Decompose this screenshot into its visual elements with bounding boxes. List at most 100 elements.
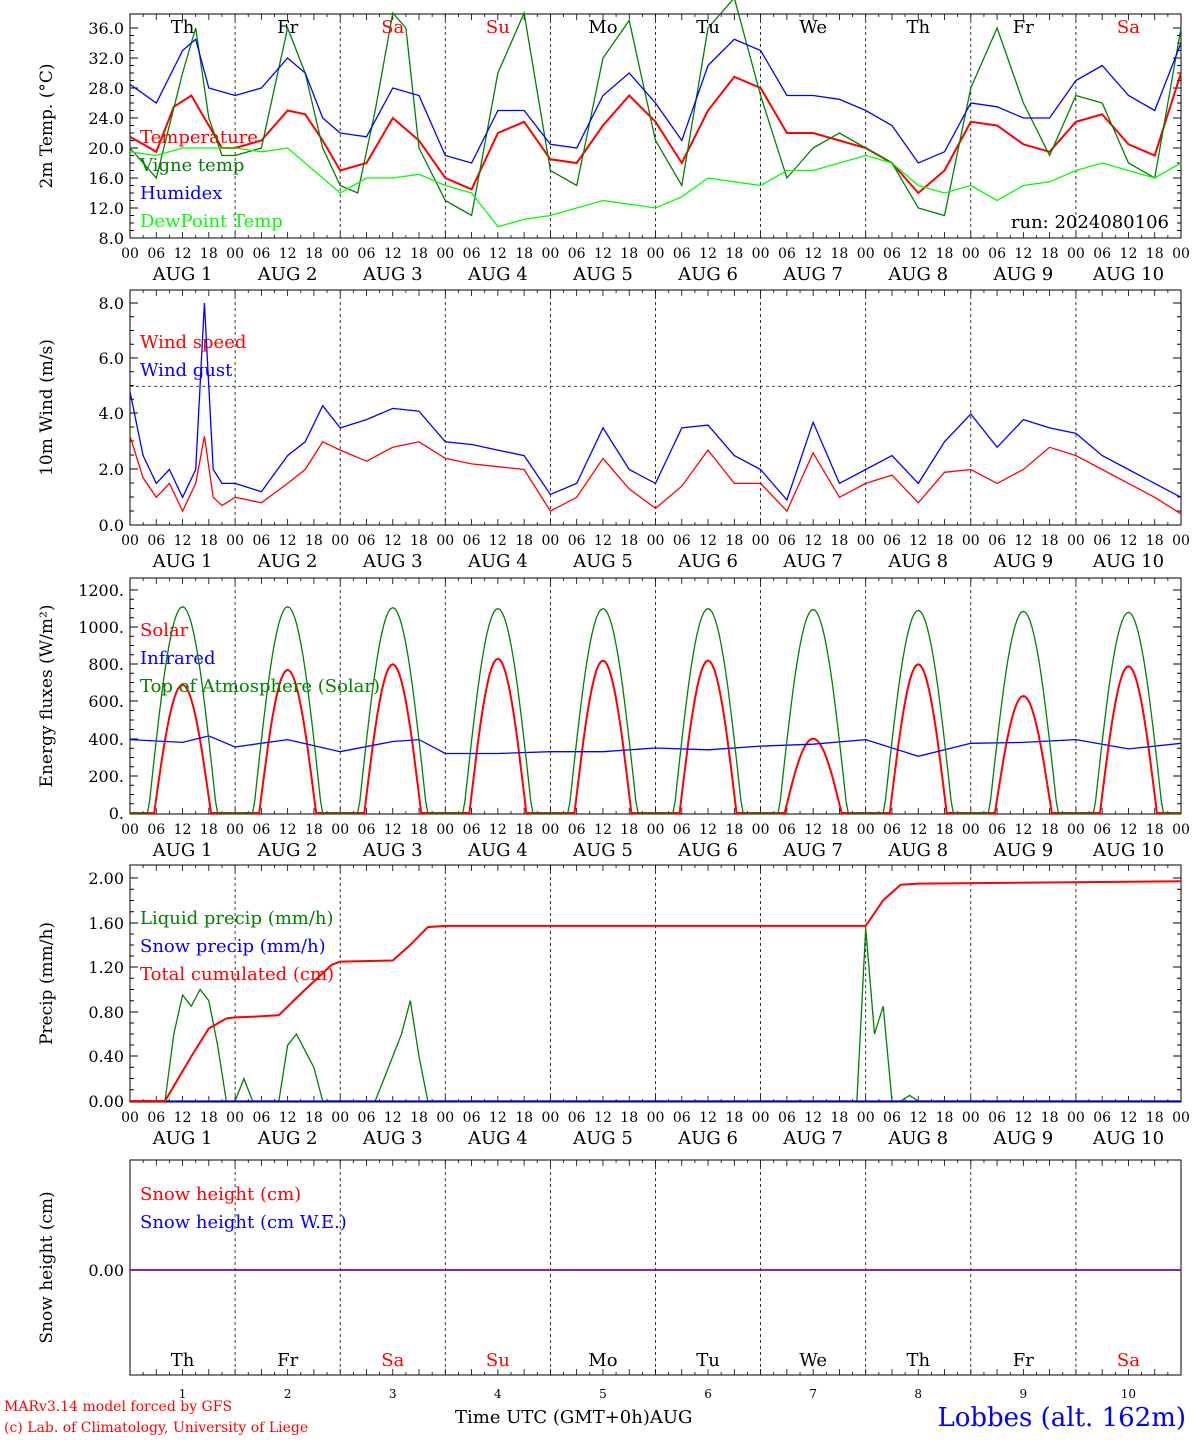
date-label: AUG 4 (467, 840, 528, 861)
hour-label: 06 (988, 533, 1006, 549)
date-label: AUG 4 (467, 264, 528, 285)
y-tick-label: 24.0 (88, 109, 124, 128)
hour-label: 00 (331, 1110, 349, 1126)
hour-label: 00 (226, 533, 244, 549)
hour-label: 18 (200, 822, 218, 838)
y-axis-title: 2m Temp. (°C) (37, 63, 57, 188)
hour-label: 18 (515, 246, 533, 262)
hour-label: 06 (988, 822, 1006, 838)
series-line-1 (129, 302, 1182, 502)
y-axis-title: Energy fluxes (W/m²) (37, 605, 57, 788)
day-name: Tu (696, 1350, 720, 1371)
hour-label: 00 (121, 1110, 139, 1126)
y-tick-label: 400. (88, 730, 124, 749)
y-tick-label: 1200. (78, 581, 124, 600)
y-axis-title: 10m Wind (m/s) (37, 339, 57, 476)
date-label: AUG 2 (257, 551, 318, 572)
hour-label: 00 (331, 822, 349, 838)
hour-label: 00 (1067, 822, 1085, 838)
hour-label: 06 (147, 822, 165, 838)
date-label: AUG 9 (992, 551, 1053, 572)
hour-label: 12 (594, 1110, 612, 1126)
day-name: Sa (381, 1350, 404, 1371)
hour-label: 06 (673, 822, 691, 838)
hour-label: 00 (962, 822, 980, 838)
day-name: Mo (588, 17, 617, 38)
y-tick-label: 32.0 (88, 49, 124, 68)
day-name: Mo (588, 1350, 617, 1371)
hour-label: 00 (1172, 1110, 1190, 1126)
date-label: AUG 9 (992, 1128, 1053, 1149)
hour-label: 06 (358, 822, 376, 838)
date-label: AUG 10 (1092, 1128, 1164, 1149)
hour-label: 12 (384, 1110, 402, 1126)
hour-label: 06 (778, 246, 796, 262)
hour-label: 18 (831, 822, 849, 838)
hour-label: 12 (489, 1110, 507, 1126)
hour-label: 18 (410, 533, 428, 549)
hour-label: 18 (936, 533, 954, 549)
panel-4: 2.00 1.60 1.20 0.80 0.40 0.00 Precip (mm/h) 00 0… (37, 864, 1190, 1149)
hour-label: 00 (541, 533, 559, 549)
date-label: AUG 8 (887, 840, 948, 861)
hour-label: 12 (804, 533, 822, 549)
y-tick-label: 0.80 (88, 1003, 124, 1022)
day-number: 4 (494, 1387, 502, 1401)
y-tick-label: 0. (109, 804, 124, 823)
hour-label: 06 (778, 533, 796, 549)
hour-label: 18 (936, 822, 954, 838)
hour-label: 12 (699, 822, 717, 838)
hour-label: 00 (752, 533, 770, 549)
date-label: AUG 10 (1092, 551, 1164, 572)
hour-label: 18 (831, 1110, 849, 1126)
hour-label: 06 (252, 246, 270, 262)
day-name: Sa (1117, 1350, 1140, 1371)
day-name: Fr (1013, 17, 1034, 38)
day-number: 5 (599, 1387, 607, 1401)
y-tick-label: 2.00 (88, 869, 124, 888)
hour-label: 12 (174, 1110, 192, 1126)
date-label: AUG 5 (572, 551, 633, 572)
date-label: AUG 7 (782, 264, 843, 285)
hour-label: 06 (252, 822, 270, 838)
hour-label: 18 (305, 533, 323, 549)
run-annotation: run: 2024080106 (1011, 212, 1169, 233)
date-label: AUG 2 (257, 264, 318, 285)
y-tick-label: 0.40 (88, 1047, 124, 1066)
date-label: AUG 3 (362, 840, 423, 861)
hour-label: 18 (725, 822, 743, 838)
hour-label: 12 (174, 822, 192, 838)
hour-label: 00 (121, 246, 139, 262)
series-line-3 (129, 147, 1182, 228)
hour-label: 12 (174, 246, 192, 262)
legend-entry: Snow height (cm) (140, 1184, 301, 1205)
y-tick-label: 28.0 (88, 79, 124, 98)
legend-entry: Snow precip (mm/h) (140, 936, 326, 957)
day-number: 10 (1121, 1387, 1136, 1401)
hour-label: 00 (436, 1110, 454, 1126)
legend-entry: Solar (140, 620, 189, 641)
legend-entry: Total cumulated (cm) (140, 964, 334, 985)
hour-label: 18 (200, 533, 218, 549)
day-number: 1 (179, 1387, 187, 1401)
hour-label: 12 (279, 1110, 297, 1126)
hour-label: 12 (1120, 533, 1138, 549)
day-number: 9 (1020, 1387, 1028, 1401)
hour-label: 18 (410, 822, 428, 838)
copyright-credit: (c) Lab. of Climatology, University of L… (4, 1420, 309, 1436)
date-label: AUG 5 (572, 264, 633, 285)
hour-label: 06 (463, 246, 481, 262)
hour-label: 00 (436, 822, 454, 838)
hour-label: 18 (1041, 533, 1059, 549)
hour-label: 00 (857, 1110, 875, 1126)
hour-label: 18 (305, 822, 323, 838)
hour-label: 12 (594, 533, 612, 549)
hour-label: 00 (1172, 822, 1190, 838)
hour-label: 18 (725, 1110, 743, 1126)
hour-label: 18 (936, 1110, 954, 1126)
hour-label: 06 (358, 533, 376, 549)
hour-label: 00 (752, 246, 770, 262)
hour-label: 18 (620, 1110, 638, 1126)
hour-label: 18 (831, 533, 849, 549)
hour-label: 00 (226, 1110, 244, 1126)
